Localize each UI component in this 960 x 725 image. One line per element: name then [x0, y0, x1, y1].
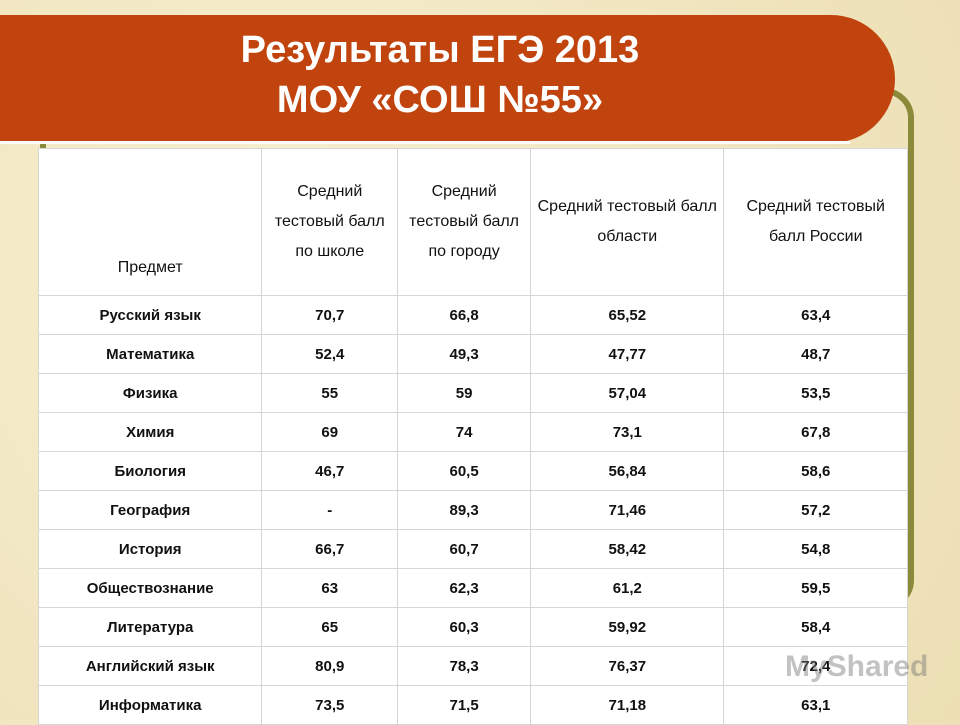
table-row: Английский язык 80,9 78,3 76,37 72,4 — [37, 646, 908, 686]
score-cell: 59,5 — [723, 568, 908, 608]
score-cell: 73,1 — [530, 412, 725, 452]
title-banner: Результаты ЕГЭ 2013 МОУ «СОШ №55» — [0, 15, 895, 144]
table-row: Информатика 73,5 71,5 71,18 63,1 — [37, 685, 908, 725]
table-row: География -89,3 71,46 57,2 — [37, 490, 908, 530]
table-row: Биология 46,7 60,5 56,84 58,6 — [37, 451, 908, 491]
score-cell: 67,8 — [723, 412, 908, 452]
score-cell: 69 — [261, 412, 399, 452]
score-cell: 58,4 — [723, 607, 908, 647]
title-line: Результаты ЕГЭ 2013 — [240, 29, 640, 71]
score-cell: 61,2 — [530, 568, 725, 608]
score-cell: 58,42 — [530, 529, 725, 569]
score-cell: 59 — [397, 373, 532, 413]
score-cell: 71,46 — [530, 490, 725, 530]
subject-cell: География — [37, 490, 263, 530]
column-header: Средний тестовый балл по школе — [261, 148, 399, 296]
column-header: Средний тестовый балл по городу — [397, 148, 532, 296]
score-cell: 89,3 — [397, 490, 532, 530]
watermark: MyShared — [785, 650, 929, 683]
column-header: Предмет — [37, 148, 263, 296]
score-cell: 56,84 — [530, 451, 725, 491]
table-row: Литература 65 60,3 59,92 58,4 — [37, 607, 908, 647]
table-row: История 66,7 60,7 58,42 54,8 — [37, 529, 908, 569]
score-cell: 59,92 — [530, 607, 725, 647]
title-rule — [0, 141, 850, 144]
score-cell: 52,4 — [261, 334, 399, 374]
table-row: Обществознание 63 62,3 61,2 59,5 — [37, 568, 908, 608]
score-cell: 54,8 — [723, 529, 908, 569]
results-table: Предмет Средний тестовый балл по школе Сре… — [37, 148, 908, 725]
table-row: Математика 52,4 49,3 47,77 48,7 — [37, 334, 908, 374]
score-cell: 60,7 — [397, 529, 532, 569]
subject-cell: Русский язык — [37, 295, 263, 335]
subject-cell: История — [37, 529, 263, 569]
score-cell: 55 — [261, 373, 399, 413]
score-cell: 57,2 — [723, 490, 908, 530]
table-row: Физика 55 59 57,04 53,5 — [37, 373, 908, 413]
score-cell: 53,5 — [723, 373, 908, 413]
score-cell: 65,52 — [530, 295, 725, 335]
score-cell: 47,77 — [530, 334, 725, 374]
column-header: Средний тестовый балл области — [530, 148, 725, 296]
score-cell: 65 — [261, 607, 399, 647]
score-cell: 73,5 — [261, 685, 399, 725]
table-row: Русский язык 70,7 66,8 65,52 63,4 — [37, 295, 908, 335]
score-cell: 78,3 — [397, 646, 532, 686]
score-cell: - — [261, 490, 399, 530]
score-cell: 63,4 — [723, 295, 908, 335]
score-cell: 48,7 — [723, 334, 908, 374]
subject-cell: Математика — [37, 334, 263, 374]
score-cell: 49,3 — [397, 334, 532, 374]
subject-cell: Биология — [37, 451, 263, 491]
subject-cell: Информатика — [37, 685, 263, 725]
subject-cell: Английский язык — [37, 646, 263, 686]
subject-cell: Химия — [37, 412, 263, 452]
score-cell: 62,3 — [397, 568, 532, 608]
subject-cell: Обществознание — [37, 568, 263, 608]
table-row: Химия 69 74 73,1 67,8 — [37, 412, 908, 452]
subject-cell: Физика — [37, 373, 263, 413]
header-row: Предмет Средний тестовый балл по школе Сре… — [37, 148, 908, 296]
score-cell: 71,5 — [397, 685, 532, 725]
score-cell: 70,7 — [261, 295, 399, 335]
score-cell: 71,18 — [530, 685, 725, 725]
score-cell: 57,04 — [530, 373, 725, 413]
score-cell: 63,1 — [723, 685, 908, 725]
score-cell: 76,37 — [530, 646, 725, 686]
column-header: Средний тестовый балл России — [723, 148, 908, 296]
score-cell: 60,3 — [397, 607, 532, 647]
subject-cell: Литература — [37, 607, 263, 647]
score-cell: 80,9 — [261, 646, 399, 686]
score-cell: 74 — [397, 412, 532, 452]
score-cell: 58,6 — [723, 451, 908, 491]
title-line: МОУ «СОШ №55» — [276, 79, 604, 121]
score-cell: 63 — [261, 568, 399, 608]
score-cell: 66,7 — [261, 529, 399, 569]
score-cell: 46,7 — [261, 451, 399, 491]
score-cell: 60,5 — [397, 451, 532, 491]
score-cell: 66,8 — [397, 295, 532, 335]
